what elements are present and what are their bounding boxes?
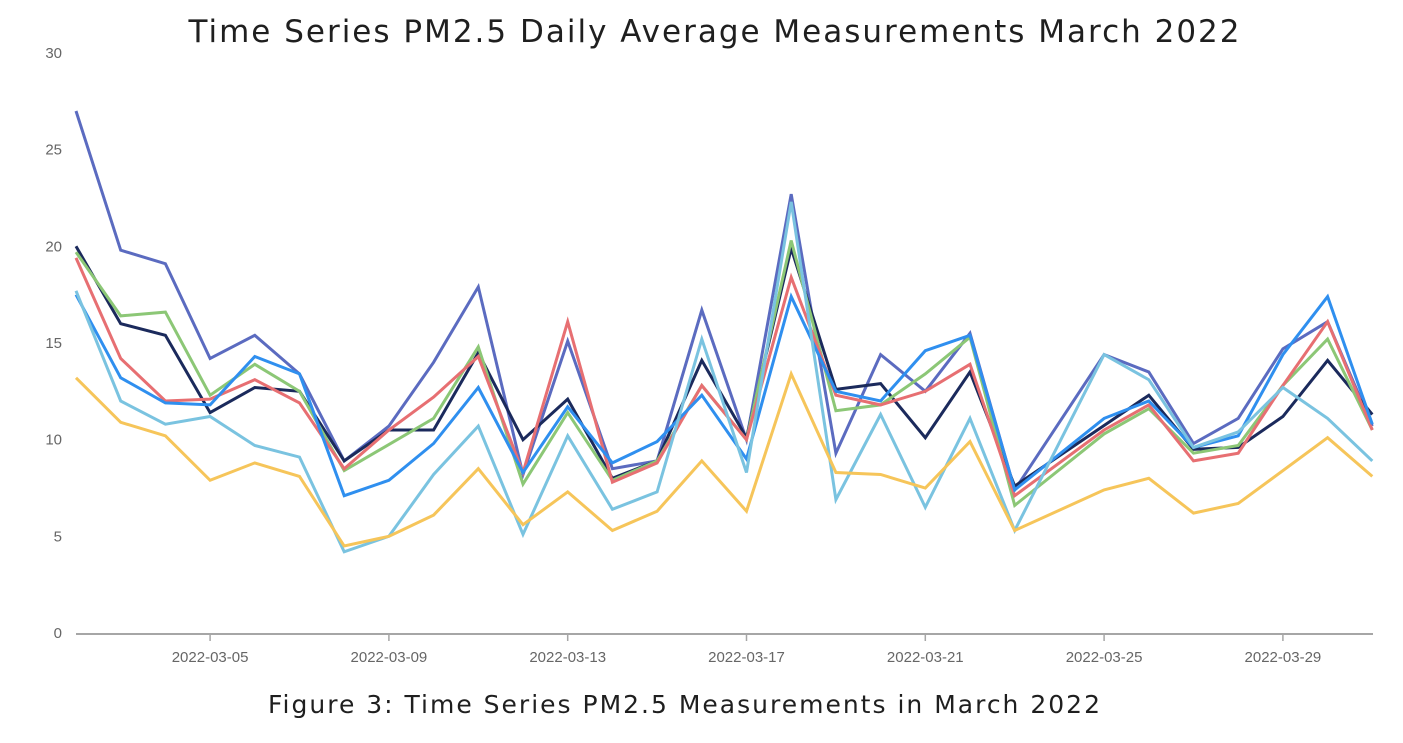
x-tick-label: 2022-03-13	[529, 649, 606, 666]
x-tick-label: 2022-03-09	[351, 649, 428, 666]
series-line-7	[74, 369, 1374, 548]
y-tick-label: 5	[54, 528, 62, 545]
y-tick-label: 30	[45, 45, 62, 62]
y-axis-tick-labels: 0 5 10 15 20 25 30	[45, 45, 62, 642]
x-tick-label: 2022-03-21	[887, 649, 964, 666]
y-tick-label: 15	[45, 335, 62, 352]
x-tick-label: 2022-03-05	[172, 649, 249, 666]
x-tick-label: 2022-03-17	[708, 649, 785, 666]
series-line-4	[74, 257, 1374, 499]
series-lines	[74, 110, 1374, 554]
series-line-6	[74, 201, 1374, 554]
series-line-5	[74, 292, 1374, 498]
x-tick-label: 2022-03-29	[1245, 649, 1322, 666]
chart-title: Time Series PM2.5 Daily Average Measurem…	[188, 14, 1242, 50]
series-line-1	[74, 110, 1374, 494]
x-tick-label: 2022-03-25	[1066, 649, 1143, 666]
y-tick-label: 10	[45, 432, 62, 449]
y-tick-label: 25	[45, 142, 62, 159]
x-axis-ticks: 2022-03-05 2022-03-09 2022-03-13 2022-03-17…	[172, 634, 1322, 666]
figure-caption: Figure 3: Time Series PM2.5 Measurements…	[268, 690, 1102, 719]
y-tick-label: 20	[45, 238, 62, 255]
y-tick-label: 0	[54, 625, 62, 642]
